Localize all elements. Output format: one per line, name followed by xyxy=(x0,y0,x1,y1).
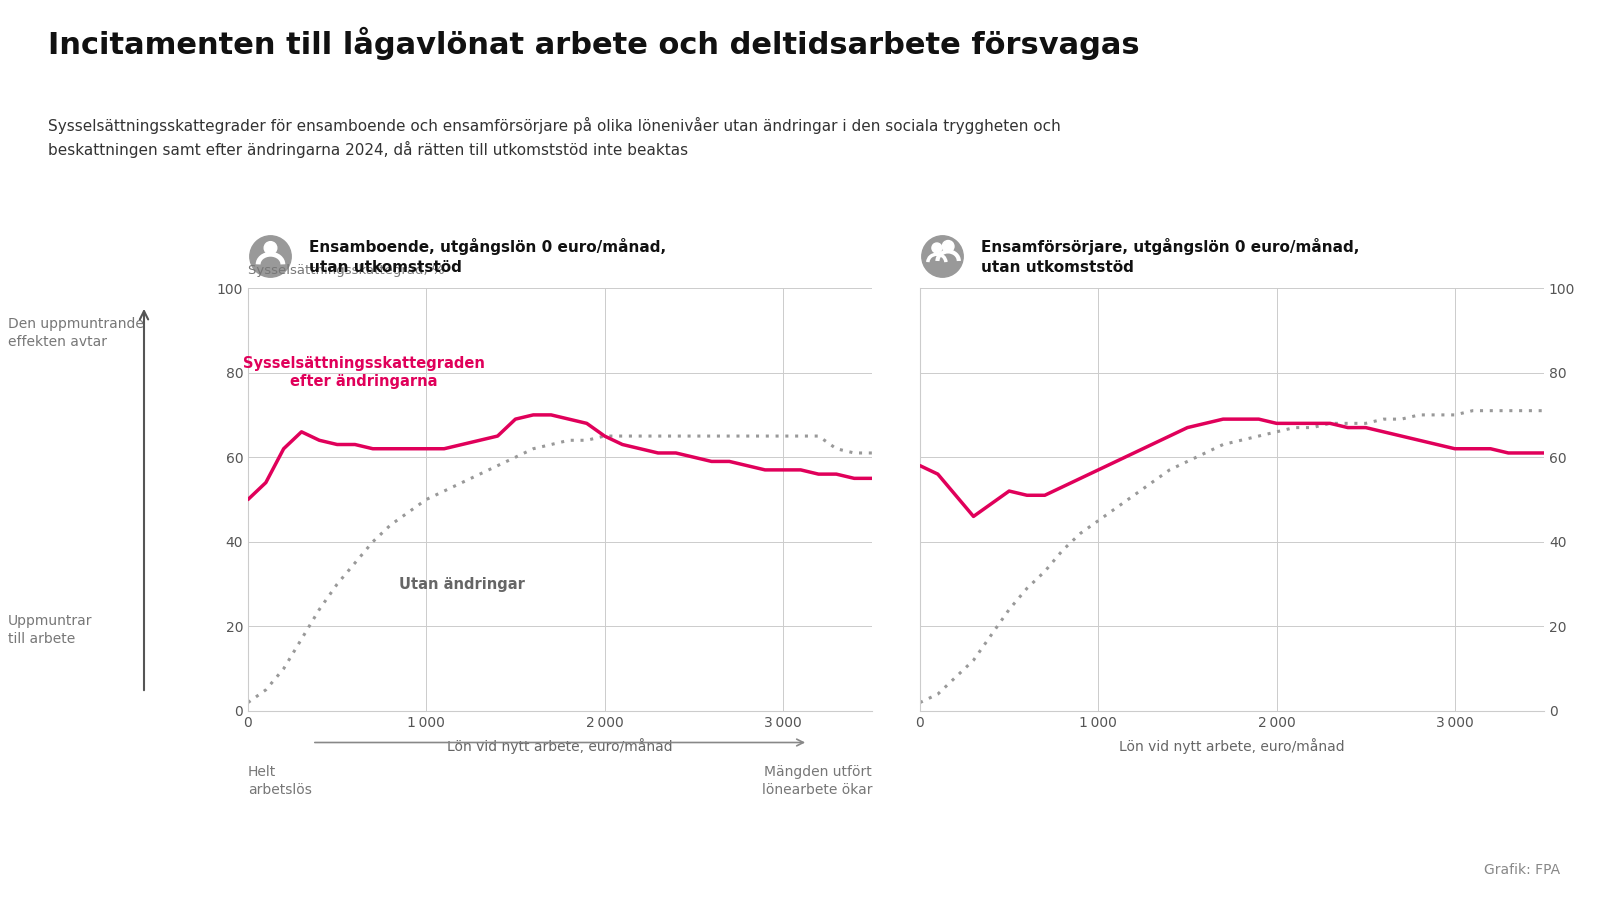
Text: Sysselsättningsskattegrad, %: Sysselsättningsskattegrad, % xyxy=(248,265,445,277)
Circle shape xyxy=(264,241,277,254)
Text: Ensamförsörjare, utgångslön 0 euro/månad,
utan utkomststöd: Ensamförsörjare, utgångslön 0 euro/månad… xyxy=(981,238,1360,274)
Text: Uppmuntrar
till arbete: Uppmuntrar till arbete xyxy=(8,614,93,646)
Circle shape xyxy=(922,236,963,277)
Circle shape xyxy=(250,236,291,277)
Text: Helt
arbetslös: Helt arbetslös xyxy=(248,765,312,797)
Circle shape xyxy=(942,240,954,252)
Text: Incitamenten till lågavlönat arbete och deltidsarbete försvagas: Incitamenten till lågavlönat arbete och … xyxy=(48,27,1139,60)
Text: Sysselsättningsskattegrader för ensamboende och ensamförsörjare på olika löneniv: Sysselsättningsskattegrader för ensamboe… xyxy=(48,117,1061,158)
X-axis label: Lön vid nytt arbete, euro/månad: Lön vid nytt arbete, euro/månad xyxy=(1118,738,1346,754)
Text: Sysselsättningsskattegraden
efter ändringarna: Sysselsättningsskattegraden efter ändrin… xyxy=(243,356,485,390)
Text: Utan ändringar: Utan ändringar xyxy=(398,577,525,591)
Text: Den uppmuntrande
effekten avtar: Den uppmuntrande effekten avtar xyxy=(8,317,144,349)
Text: Mängden utfört
lönearbete ökar: Mängden utfört lönearbete ökar xyxy=(762,765,872,797)
Text: Grafik: FPA: Grafik: FPA xyxy=(1483,863,1560,878)
X-axis label: Lön vid nytt arbete, euro/månad: Lön vid nytt arbete, euro/månad xyxy=(446,738,674,754)
Circle shape xyxy=(931,243,942,253)
Text: Ensamboende, utgångslön 0 euro/månad,
utan utkomststöd: Ensamboende, utgångslön 0 euro/månad, ut… xyxy=(309,238,666,274)
